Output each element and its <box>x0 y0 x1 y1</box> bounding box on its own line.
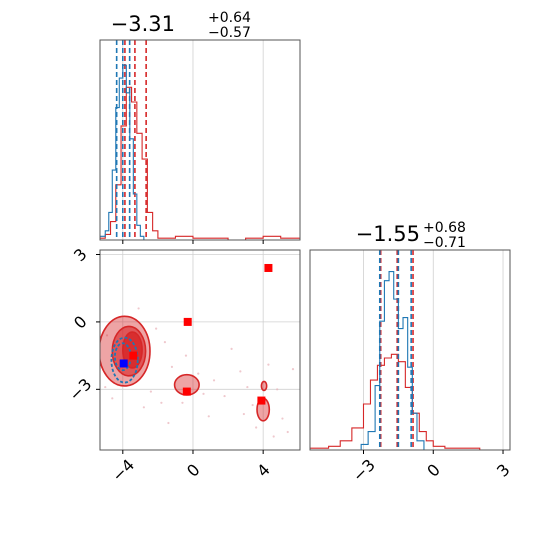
sample-point <box>291 368 295 371</box>
red-square-marker <box>183 317 192 326</box>
sample-point <box>223 394 226 398</box>
marginal-histogram-param2: −3 0 3 −1.55 +0.68 −0.71 <box>309 220 514 485</box>
axes-frame <box>309 249 511 451</box>
title-value: −1.55 <box>356 222 420 246</box>
grid <box>122 40 264 240</box>
sample-point <box>137 307 140 310</box>
sample-point <box>255 426 258 429</box>
grid <box>363 250 504 450</box>
x-tick-marks <box>362 450 504 454</box>
sample-point <box>197 372 200 375</box>
red-square-marker <box>257 396 266 405</box>
sample-point <box>267 363 270 366</box>
sample-point <box>207 415 210 418</box>
red-contour <box>260 380 268 392</box>
y-tick-label: 0 <box>70 312 91 333</box>
title-value: −3.31 <box>111 12 175 36</box>
histogram-step-line <box>360 270 425 450</box>
sample-point <box>212 379 216 382</box>
x-tick-label: 4 <box>253 460 274 481</box>
x-tick-label: 0 <box>423 460 444 481</box>
sample-point <box>246 385 249 389</box>
histogram-step-line <box>310 353 510 450</box>
sample-point <box>202 392 205 395</box>
sample-point <box>272 435 275 438</box>
histogram-series <box>100 40 300 240</box>
joint-scatter-panel: −4 0 4 3 0 −3 <box>65 245 301 485</box>
sample-point <box>160 401 163 404</box>
sample-point <box>286 430 289 434</box>
sample-point <box>105 334 109 337</box>
x-tick-label: −3 <box>349 455 379 485</box>
blue-square-marker <box>119 359 128 368</box>
sample-point <box>104 385 107 389</box>
sample-point <box>149 390 152 393</box>
sample-point <box>251 403 254 407</box>
title-upper-error: +0.64 <box>208 10 251 26</box>
sample-point <box>281 417 284 420</box>
sample-point <box>276 388 279 391</box>
sample-point <box>142 406 145 409</box>
blue-contour <box>110 336 139 384</box>
sample-point <box>167 421 170 425</box>
sample-point <box>155 327 158 330</box>
histogram-series <box>310 250 510 450</box>
marginal-histogram-param1: −3.31 +0.64 −0.57 <box>99 10 301 244</box>
sample-point <box>184 354 188 357</box>
red-square-marker <box>129 351 138 360</box>
axes-frame <box>99 39 301 241</box>
sample-point <box>170 365 174 368</box>
x-tick-label: −4 <box>108 455 138 485</box>
axes-frame <box>99 249 301 451</box>
y-tick-labels: 3 0 −3 <box>65 245 95 405</box>
x-tick-label: 0 <box>183 460 204 481</box>
sample-point <box>163 341 167 344</box>
x-tick-labels: −3 0 3 <box>349 455 514 485</box>
title-upper-error: +0.68 <box>423 220 466 236</box>
sample-point <box>239 370 242 373</box>
sample-point <box>181 401 184 404</box>
y-tick-label: −3 <box>65 375 95 405</box>
sample-point <box>111 397 114 400</box>
red-square-marker <box>182 387 191 396</box>
title-lower-error: −0.71 <box>423 235 466 251</box>
sample-point <box>230 347 233 350</box>
sample-point <box>242 412 245 416</box>
x-tick-marks <box>122 240 264 244</box>
x-tick-label: 3 <box>493 460 514 481</box>
histogram-step-line <box>100 86 300 240</box>
contour-and-scatter <box>100 263 295 438</box>
title-lower-error: −0.57 <box>208 25 251 41</box>
x-tick-labels: −4 0 4 <box>108 455 274 485</box>
y-tick-label: 3 <box>70 245 91 266</box>
histogram-step-line <box>100 64 145 240</box>
red-square-marker <box>264 263 273 272</box>
tick-marks <box>96 253 264 454</box>
